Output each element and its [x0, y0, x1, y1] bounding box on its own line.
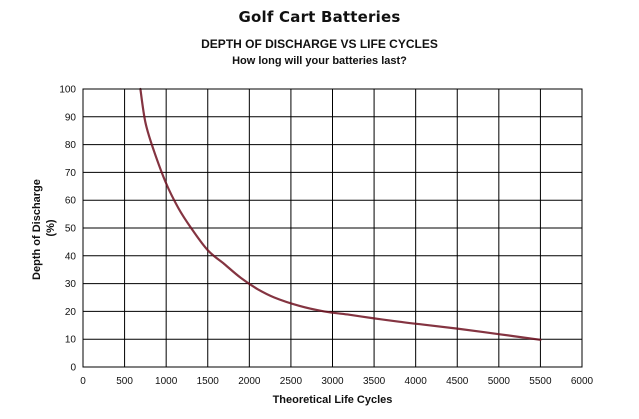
x-tick-label: 500 [116, 376, 133, 387]
x-tick-label: 6000 [571, 376, 594, 387]
y-tick-label: 80 [65, 140, 77, 151]
y-tick-label: 100 [59, 85, 76, 96]
x-tick-label: 2500 [280, 376, 303, 387]
y-axis-title-line1: Depth of Discharge [31, 179, 43, 280]
x-axis-ticks: 0 500 1000 1500 2000 2500 3000 3500 4000 4500 5000… [80, 376, 593, 387]
y-tick-label: 90 [65, 112, 77, 123]
grid-layer [82, 88, 583, 368]
y-axis-ticks: 0 10 20 30 40 50 60 70 80 90 100 [59, 85, 76, 374]
x-tick-label: 5500 [529, 376, 552, 387]
y-axis-title-line2: (%) [45, 219, 57, 236]
x-tick-label: 3000 [321, 376, 344, 387]
depth-of-discharge-curve [139, 87, 542, 341]
x-tick-label: 4500 [446, 376, 469, 387]
y-tick-label: 0 [70, 363, 76, 374]
y-tick-label: 40 [65, 251, 77, 262]
y-tick-label: 60 [65, 196, 77, 207]
chart-subtitle: DEPTH OF DISCHARGE VS LIFE CYCLES [201, 37, 438, 51]
plot-frame [82, 88, 583, 368]
chart-subtitle-secondary: How long will your batteries last? [232, 55, 407, 67]
y-tick-label: 20 [65, 307, 77, 318]
x-tick-label: 0 [80, 376, 86, 387]
y-tick-label: 10 [65, 335, 77, 346]
y-tick-label: 70 [65, 168, 77, 179]
x-axis-title: Theoretical Life Cycles [273, 394, 393, 406]
x-tick-label: 3500 [363, 376, 386, 387]
x-tick-label: 1000 [155, 376, 178, 387]
y-axis-title: Depth of Discharge (%) [31, 176, 57, 280]
x-tick-label: 4000 [405, 376, 428, 387]
x-tick-label: 5000 [488, 376, 511, 387]
series-layer [139, 87, 542, 341]
y-tick-label: 50 [65, 224, 77, 235]
chart-title: Golf Cart Batteries [238, 8, 401, 26]
x-tick-label: 1500 [197, 376, 220, 387]
x-tick-label: 2000 [238, 376, 261, 387]
y-tick-label: 30 [65, 279, 77, 290]
